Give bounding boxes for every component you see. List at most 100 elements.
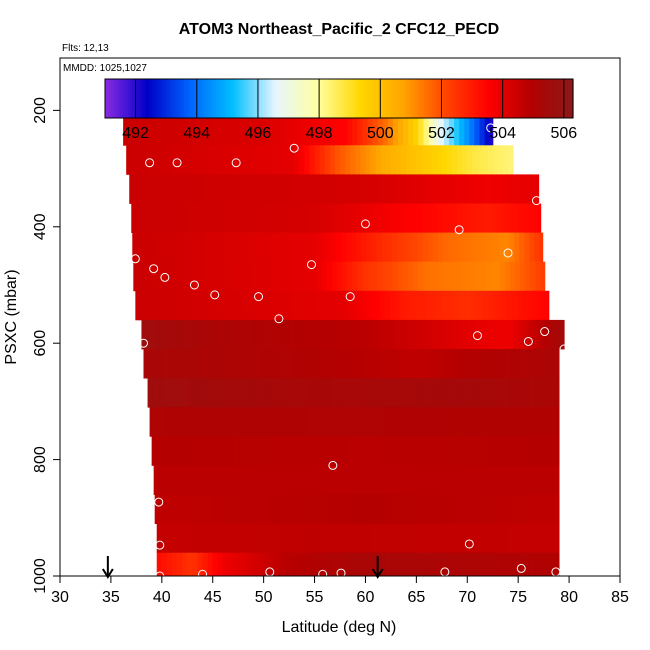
heatmap-cell bbox=[396, 145, 402, 175]
heatmap-cell bbox=[441, 145, 448, 175]
heatmap-cell bbox=[511, 407, 517, 437]
heatmap-cell bbox=[543, 523, 550, 554]
heatmap-cell bbox=[388, 407, 395, 437]
heatmap-cell bbox=[435, 290, 442, 321]
heatmap-cell bbox=[428, 349, 435, 379]
heatmap-cell bbox=[484, 261, 491, 292]
heatmap-cell bbox=[241, 494, 247, 525]
colorbar-swatch bbox=[309, 79, 314, 118]
heatmap-cell bbox=[295, 232, 301, 263]
heatmap-cell bbox=[446, 203, 453, 234]
heatmap-cell bbox=[163, 465, 170, 495]
heatmap-cell bbox=[424, 407, 431, 437]
colorbar-swatch bbox=[385, 79, 390, 118]
heatmap-cell bbox=[513, 203, 519, 234]
heatmap-cell bbox=[374, 290, 381, 321]
sample-point bbox=[472, 331, 482, 341]
heatmap-cell bbox=[131, 145, 137, 175]
heatmap-cell bbox=[538, 523, 545, 554]
colorbar-swatch bbox=[257, 79, 261, 118]
heatmap-cell bbox=[228, 203, 234, 234]
heatmap-cell bbox=[411, 552, 417, 576]
heatmap-cell bbox=[512, 290, 518, 321]
heatmap-cell bbox=[146, 319, 153, 350]
heatmap-cell bbox=[202, 203, 209, 234]
heatmap-cell bbox=[336, 261, 343, 292]
heatmap-cell bbox=[187, 436, 193, 466]
colorbar-swatch bbox=[359, 79, 363, 118]
colorbar-swatch bbox=[356, 79, 361, 118]
heatmap-cell bbox=[558, 319, 565, 350]
heatmap-cell bbox=[416, 523, 423, 554]
colorbar-swatch bbox=[268, 79, 273, 118]
heatmap-cell bbox=[439, 407, 446, 437]
heatmap-cell bbox=[172, 552, 178, 576]
heatmap-cell bbox=[297, 494, 303, 525]
heatmap-cell bbox=[372, 116, 379, 146]
heatmap-cell bbox=[526, 174, 533, 204]
heatmap-cell bbox=[253, 436, 260, 466]
heatmap-cell bbox=[358, 407, 365, 437]
heatmap-cell bbox=[556, 494, 560, 525]
heatmap-cell bbox=[167, 378, 174, 408]
heatmap-cell bbox=[286, 261, 292, 292]
heatmap-cell bbox=[208, 378, 215, 408]
x-tick-label: 80 bbox=[560, 589, 578, 606]
heatmap-cell bbox=[164, 407, 171, 437]
heatmap-cell bbox=[371, 378, 378, 408]
colorbar-swatch bbox=[113, 79, 118, 118]
heatmap-cell bbox=[317, 407, 324, 437]
heatmap-cell bbox=[535, 465, 542, 495]
heatmap-cell bbox=[312, 407, 319, 437]
sample-point bbox=[532, 196, 542, 206]
heatmap-cell bbox=[433, 465, 440, 495]
heatmap-cell bbox=[368, 494, 375, 525]
heatmap-cell bbox=[280, 116, 287, 146]
heatmap-cell bbox=[511, 174, 517, 204]
heatmap-cell bbox=[534, 232, 541, 263]
heatmap-cell bbox=[232, 290, 238, 321]
heatmap-cell bbox=[551, 407, 558, 437]
heatmap-cell bbox=[316, 465, 323, 495]
heatmap-cell bbox=[382, 349, 389, 379]
heatmap-cell bbox=[307, 494, 314, 525]
heatmap-cell bbox=[365, 436, 372, 466]
heatmap-cell bbox=[189, 349, 195, 379]
heatmap-cell bbox=[502, 552, 509, 576]
heatmap-cell bbox=[250, 261, 257, 292]
heatmap-cell bbox=[482, 319, 489, 350]
heatmap-cell bbox=[228, 319, 234, 350]
colorbar-swatch bbox=[482, 79, 486, 118]
heatmap-cell bbox=[396, 203, 402, 234]
colorbar-swatch bbox=[470, 79, 475, 118]
heatmap-cell bbox=[290, 378, 296, 408]
heatmap-cell bbox=[231, 174, 237, 204]
heatmap-cell bbox=[520, 349, 526, 379]
heatmap-cell bbox=[170, 290, 177, 321]
heatmap-cell bbox=[367, 465, 374, 495]
heatmap-cell bbox=[187, 203, 193, 234]
heatmap-cell bbox=[431, 319, 438, 350]
heatmap-cell bbox=[177, 523, 183, 554]
heatmap-cell bbox=[323, 290, 330, 321]
heatmap-cell bbox=[334, 203, 341, 234]
heatmap-cell bbox=[479, 116, 486, 146]
heatmap-cell bbox=[551, 494, 558, 525]
colorbar-swatch bbox=[154, 79, 159, 118]
heatmap-cell bbox=[230, 349, 236, 379]
heatmap-cell bbox=[158, 116, 165, 146]
heatmap-cell bbox=[462, 319, 468, 350]
heatmap-cell bbox=[218, 378, 225, 408]
heatmap-cell bbox=[174, 465, 180, 495]
heatmap-cell bbox=[224, 116, 231, 146]
heatmap-cell bbox=[469, 349, 475, 379]
heatmap-cell bbox=[231, 494, 237, 525]
heatmap-cell bbox=[201, 290, 208, 321]
heatmap-cell bbox=[466, 290, 472, 321]
heatmap-cell bbox=[420, 290, 427, 321]
heatmap-cell bbox=[342, 465, 348, 495]
heatmap-cell bbox=[219, 261, 226, 292]
heatmap-cell bbox=[134, 174, 141, 204]
heatmap-cell bbox=[213, 378, 220, 408]
heatmap-cell bbox=[377, 116, 384, 146]
